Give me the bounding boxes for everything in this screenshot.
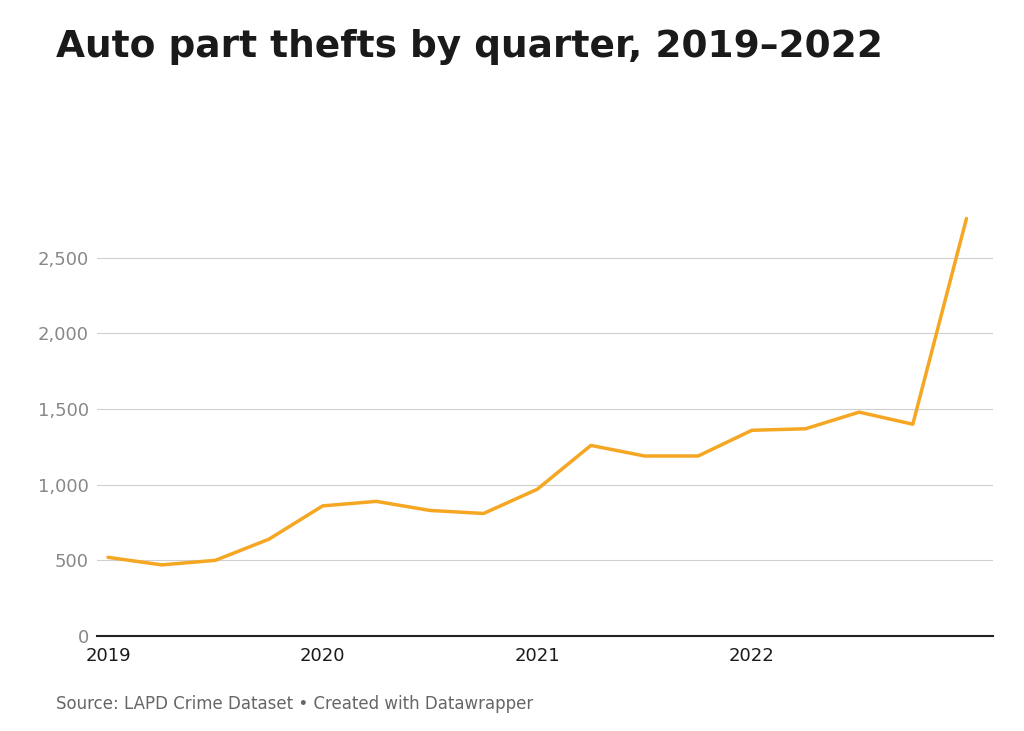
Text: Source: LAPD Crime Dataset • Created with Datawrapper: Source: LAPD Crime Dataset • Created wit… [56,694,534,713]
Text: Auto part thefts by quarter, 2019–2022: Auto part thefts by quarter, 2019–2022 [56,29,883,65]
